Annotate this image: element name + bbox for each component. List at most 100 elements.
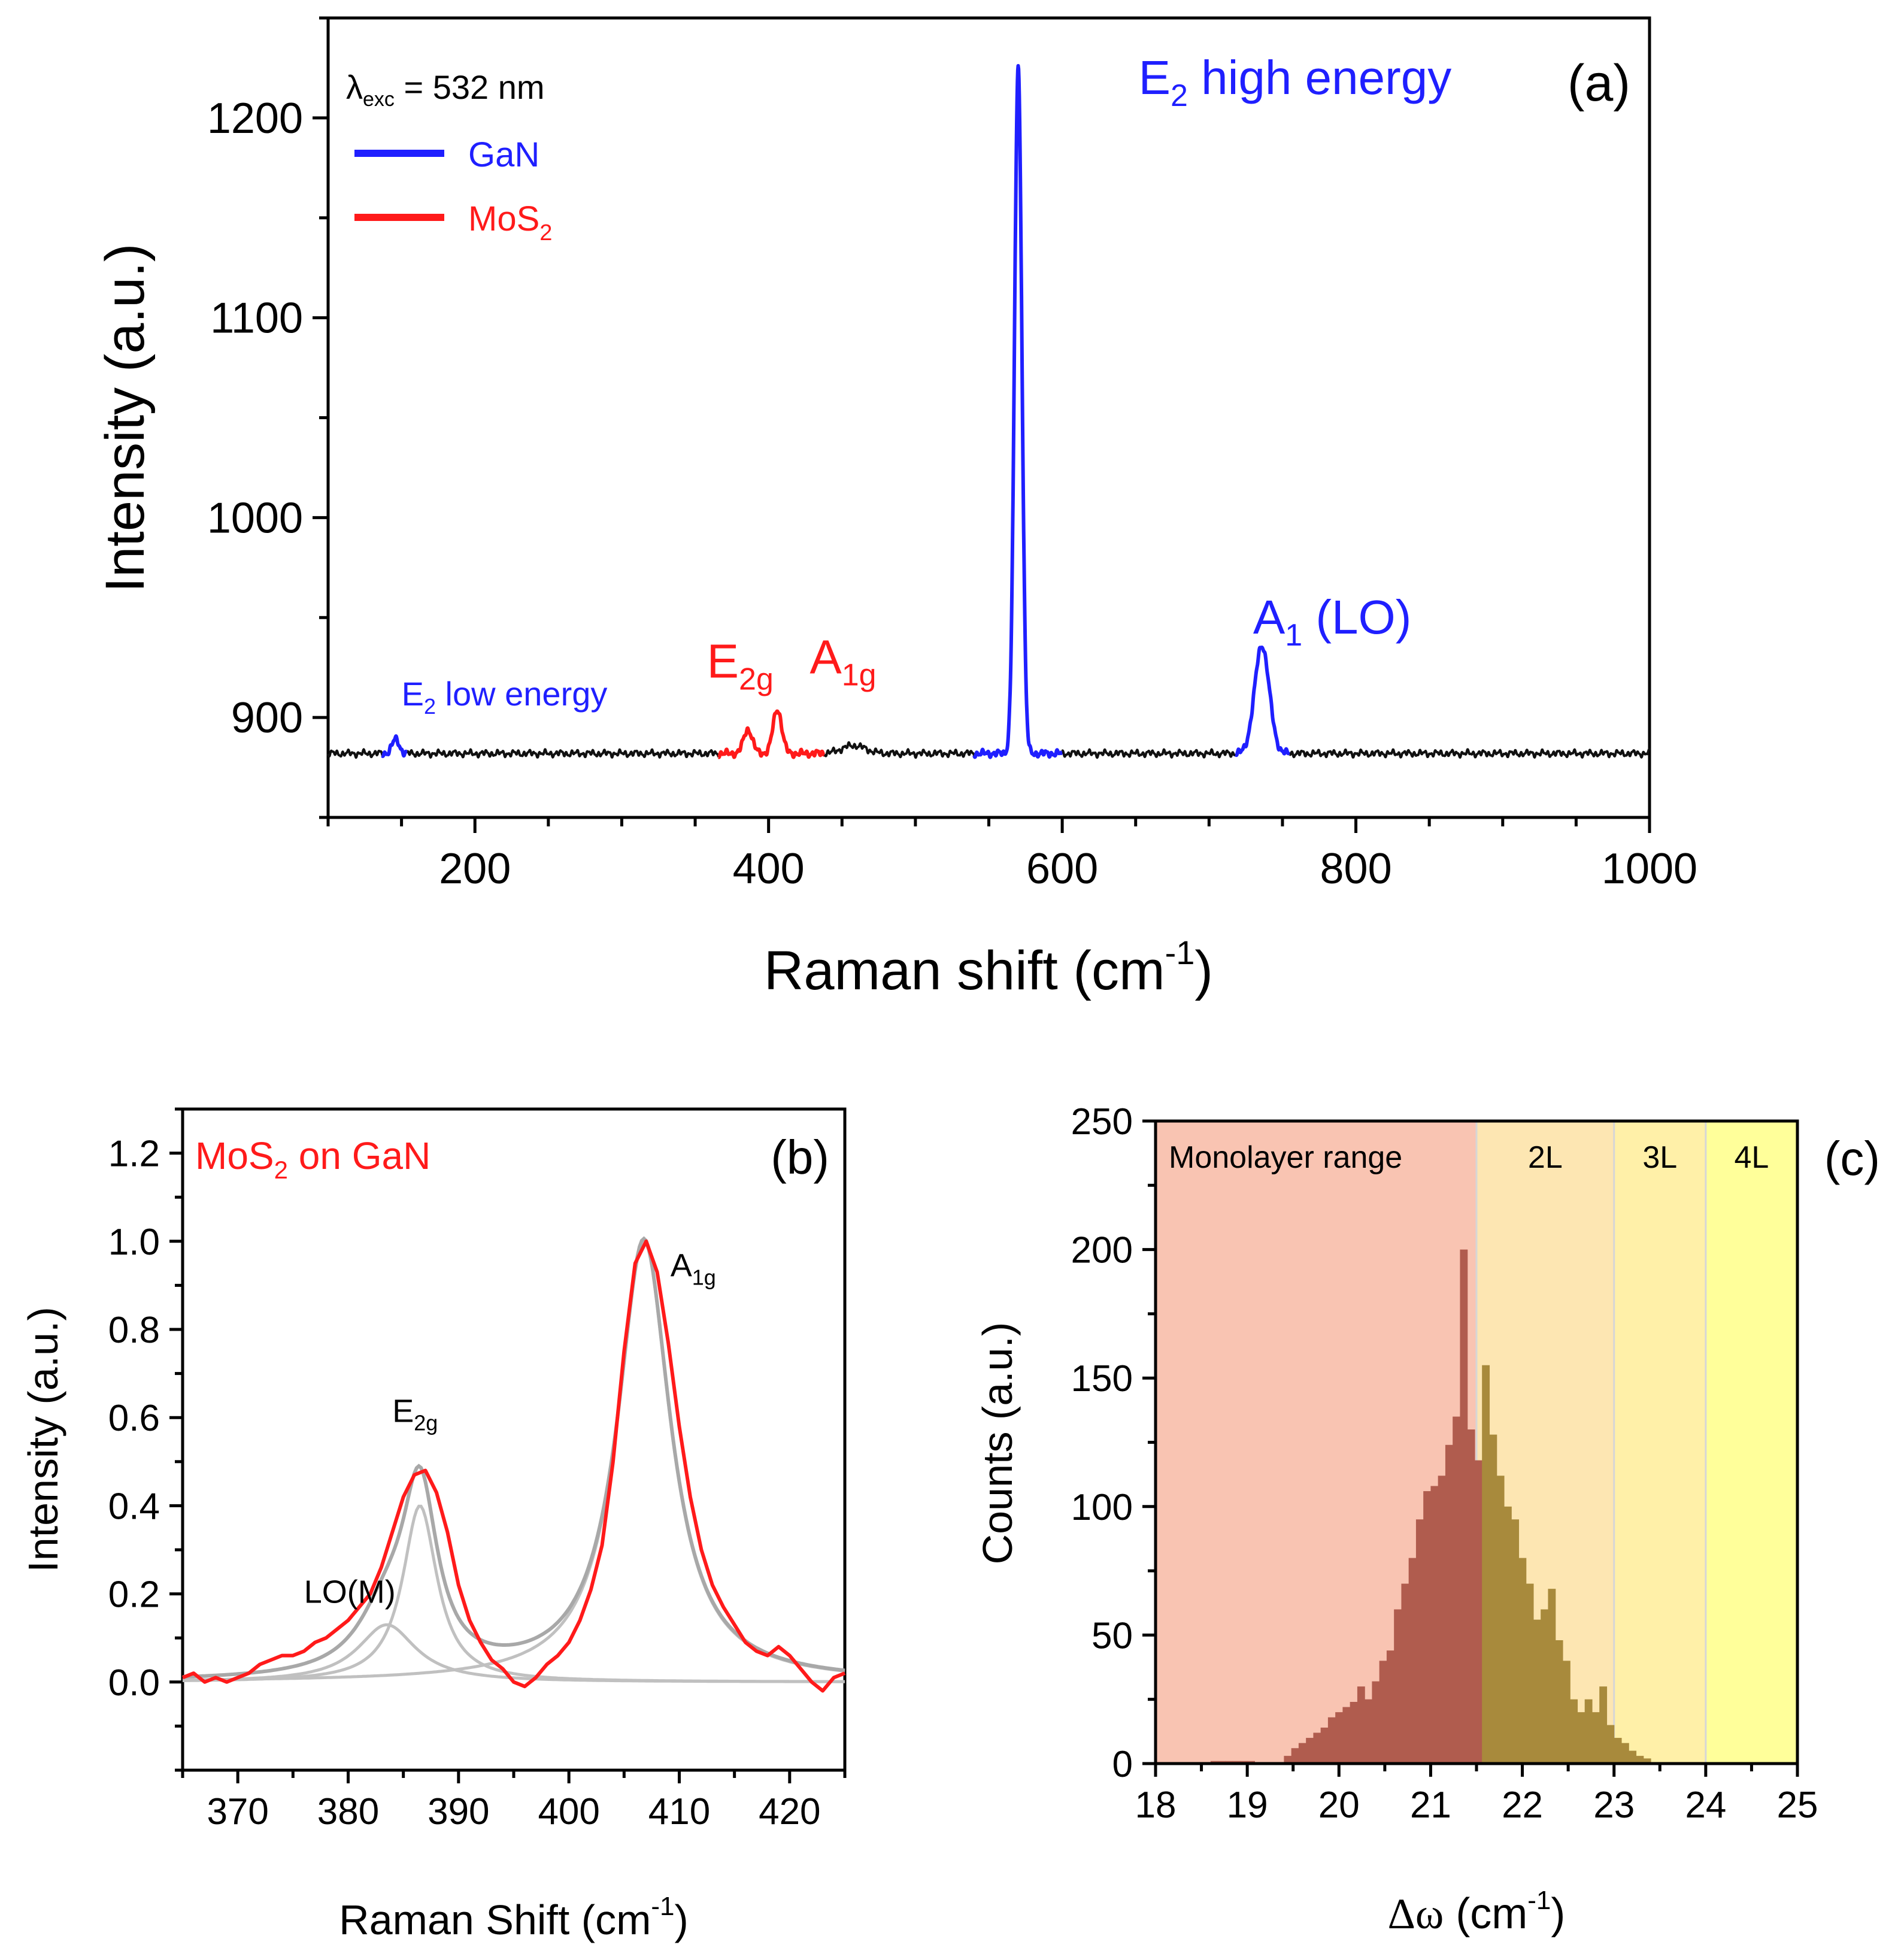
histogram-bar	[1599, 1686, 1608, 1764]
histogram-bar	[1379, 1661, 1387, 1764]
panel-c-x-tick-label: 23	[1593, 1785, 1635, 1826]
panel-c-x-tick-label: 24	[1685, 1785, 1726, 1826]
histogram-bar	[1526, 1583, 1534, 1764]
histogram-bar	[1562, 1661, 1570, 1764]
histogram-bar	[1327, 1717, 1336, 1764]
spectrum-baseline	[407, 748, 720, 759]
panel-b-mos2-fit: 370 380 390 400 410 4200.00.20.40.60.81.01.2 …	[20, 1107, 847, 1943]
panel-a-y-axis-label: Intensity (a.u.)	[95, 244, 156, 593]
panel-a-y-tick-label: 1200	[207, 95, 303, 143]
panel-c-region-labels: Monolayer range 2L 3L 4L	[1169, 1140, 1769, 1175]
histogram-bar	[1445, 1444, 1453, 1764]
histogram-bar	[1415, 1519, 1424, 1764]
panel-b-x-axis-label: Raman Shift (cm-1)	[339, 1892, 689, 1943]
panel-c-histogram-bars	[1210, 1249, 1651, 1764]
panel-a-y-tick-label: 900	[231, 694, 303, 742]
histogram-bar	[1467, 1429, 1475, 1764]
histogram-bar	[1584, 1699, 1593, 1764]
fit-envelope	[182, 1236, 845, 1679]
histogram-bar	[1636, 1756, 1644, 1764]
spectrum-baseline	[823, 741, 975, 759]
histogram-bar	[1284, 1756, 1292, 1764]
region-band	[1614, 1121, 1706, 1764]
panel-a-x-tick-label: 800	[1320, 845, 1391, 893]
panel-a-x-tick-label: 200	[439, 845, 511, 893]
panel-c-y-tick-label: 250	[1071, 1101, 1133, 1143]
gan-e2-high-peak	[972, 63, 1064, 759]
panel-c-x-axis-label: Δω (cm-1)	[1388, 1886, 1566, 1938]
histogram-bar	[1503, 1506, 1512, 1764]
panel-b-x-tick-label: 400	[538, 1791, 599, 1832]
region-label: 3L	[1642, 1140, 1677, 1175]
panel-b-axis-ticks: 370 380 390 400 410 420 0.0 0.2 0.4 0.6 0.8 1.0 1.2	[108, 1107, 847, 1832]
panel-b-label: (b)	[771, 1131, 829, 1184]
histogram-bar	[1408, 1558, 1417, 1764]
panel-c-y-axis-label: Counts (a.u.)	[974, 1322, 1021, 1565]
histogram-bar	[1533, 1619, 1541, 1764]
panel-a-plot-frame	[326, 16, 1651, 819]
spectrum-baseline	[327, 748, 384, 759]
svg-text:λexc = 532 nm: λexc = 532 nm	[346, 68, 545, 111]
histogram-bar	[1298, 1743, 1306, 1764]
panel-c-x-tick-label: 22	[1502, 1785, 1543, 1826]
panel-a-peak-label: A1 (LO)	[1253, 590, 1412, 653]
histogram-bar	[1306, 1738, 1314, 1764]
panel-a-excitation-note: λexc = 532 nm	[346, 68, 545, 111]
panel-b-y-tick-label: 0.2	[108, 1574, 160, 1616]
panel-a-peak-annotations: E2 low energy E2g A1g E2 high energy A1 (LO)	[402, 51, 1452, 719]
panel-a-peak-label: E2g	[707, 634, 774, 696]
histogram-bar	[1401, 1583, 1409, 1764]
mos2-peaks	[717, 709, 826, 759]
panel-b-peak-labels: LO(M) E2g A1g	[304, 1248, 716, 1610]
histogram-bar	[1350, 1701, 1358, 1764]
histogram-bar	[1570, 1699, 1578, 1764]
histogram-bar	[1394, 1609, 1402, 1764]
legend-mos2-label: MoS2	[468, 199, 552, 246]
region-label: Monolayer range	[1169, 1140, 1402, 1175]
panel-c-label: (c)	[1824, 1132, 1880, 1185]
histogram-bar	[1511, 1519, 1520, 1764]
region-label: 4L	[1735, 1140, 1769, 1175]
panel-a-label: (a)	[1568, 54, 1630, 112]
histogram-bar	[1614, 1738, 1622, 1764]
histogram-bar	[1291, 1748, 1299, 1764]
histogram-bar	[1518, 1558, 1527, 1764]
panel-b-x-tick-label: 380	[317, 1791, 379, 1832]
histogram-bar	[1591, 1712, 1600, 1764]
panel-a-peak-label: E2 high energy	[1139, 51, 1452, 113]
histogram-bar	[1577, 1712, 1585, 1764]
lambda-symbol: λ	[346, 68, 363, 106]
panel-c-y-tick-label: 50	[1092, 1615, 1133, 1656]
excitation-wavelength: = 532 nm	[395, 68, 545, 106]
histogram-bar	[1548, 1589, 1556, 1764]
panel-c-y-tick-label: 150	[1071, 1358, 1133, 1399]
panel-a-axis-ticks: 200 400 600 800 1000 900 1000 1100 1200	[207, 16, 1697, 893]
panel-c-x-tick-label: 25	[1777, 1785, 1818, 1826]
histogram-bar	[1621, 1743, 1629, 1764]
histogram-bar	[1430, 1486, 1439, 1764]
region-band	[1705, 1121, 1797, 1764]
lambda-subscript: exc	[363, 88, 395, 111]
histogram-bar	[1365, 1699, 1373, 1764]
panel-b-x-tick-label: 370	[207, 1791, 268, 1832]
histogram-bar	[1386, 1650, 1394, 1764]
spectrum-baseline	[1061, 748, 1236, 759]
histogram-bar	[1474, 1460, 1482, 1764]
legend-gan-label: GaN	[468, 135, 539, 174]
histogram-bar	[1372, 1681, 1380, 1764]
histogram-bar	[1496, 1476, 1505, 1764]
panel-b-y-tick-label: 0.4	[108, 1486, 160, 1527]
gan-a1-lo-peak	[1234, 646, 1291, 758]
panel-a-y-tick-label: 1000	[207, 494, 303, 542]
panel-a-y-tick-label: 1100	[210, 295, 303, 343]
panel-a-peak-label: A1g	[809, 631, 876, 693]
panel-b-x-tick-label: 410	[648, 1791, 710, 1832]
panel-a-spectrum	[327, 63, 1651, 759]
panel-b-y-axis-label: Intensity (a.u.)	[20, 1307, 66, 1573]
histogram-bar	[1482, 1365, 1490, 1764]
panel-b-title: MoS2 on GaN	[195, 1134, 430, 1184]
panel-a-x-axis-label: Raman shift (cm-1)	[764, 934, 1213, 1001]
panel-a-legend: GaN MoS2	[354, 135, 552, 246]
